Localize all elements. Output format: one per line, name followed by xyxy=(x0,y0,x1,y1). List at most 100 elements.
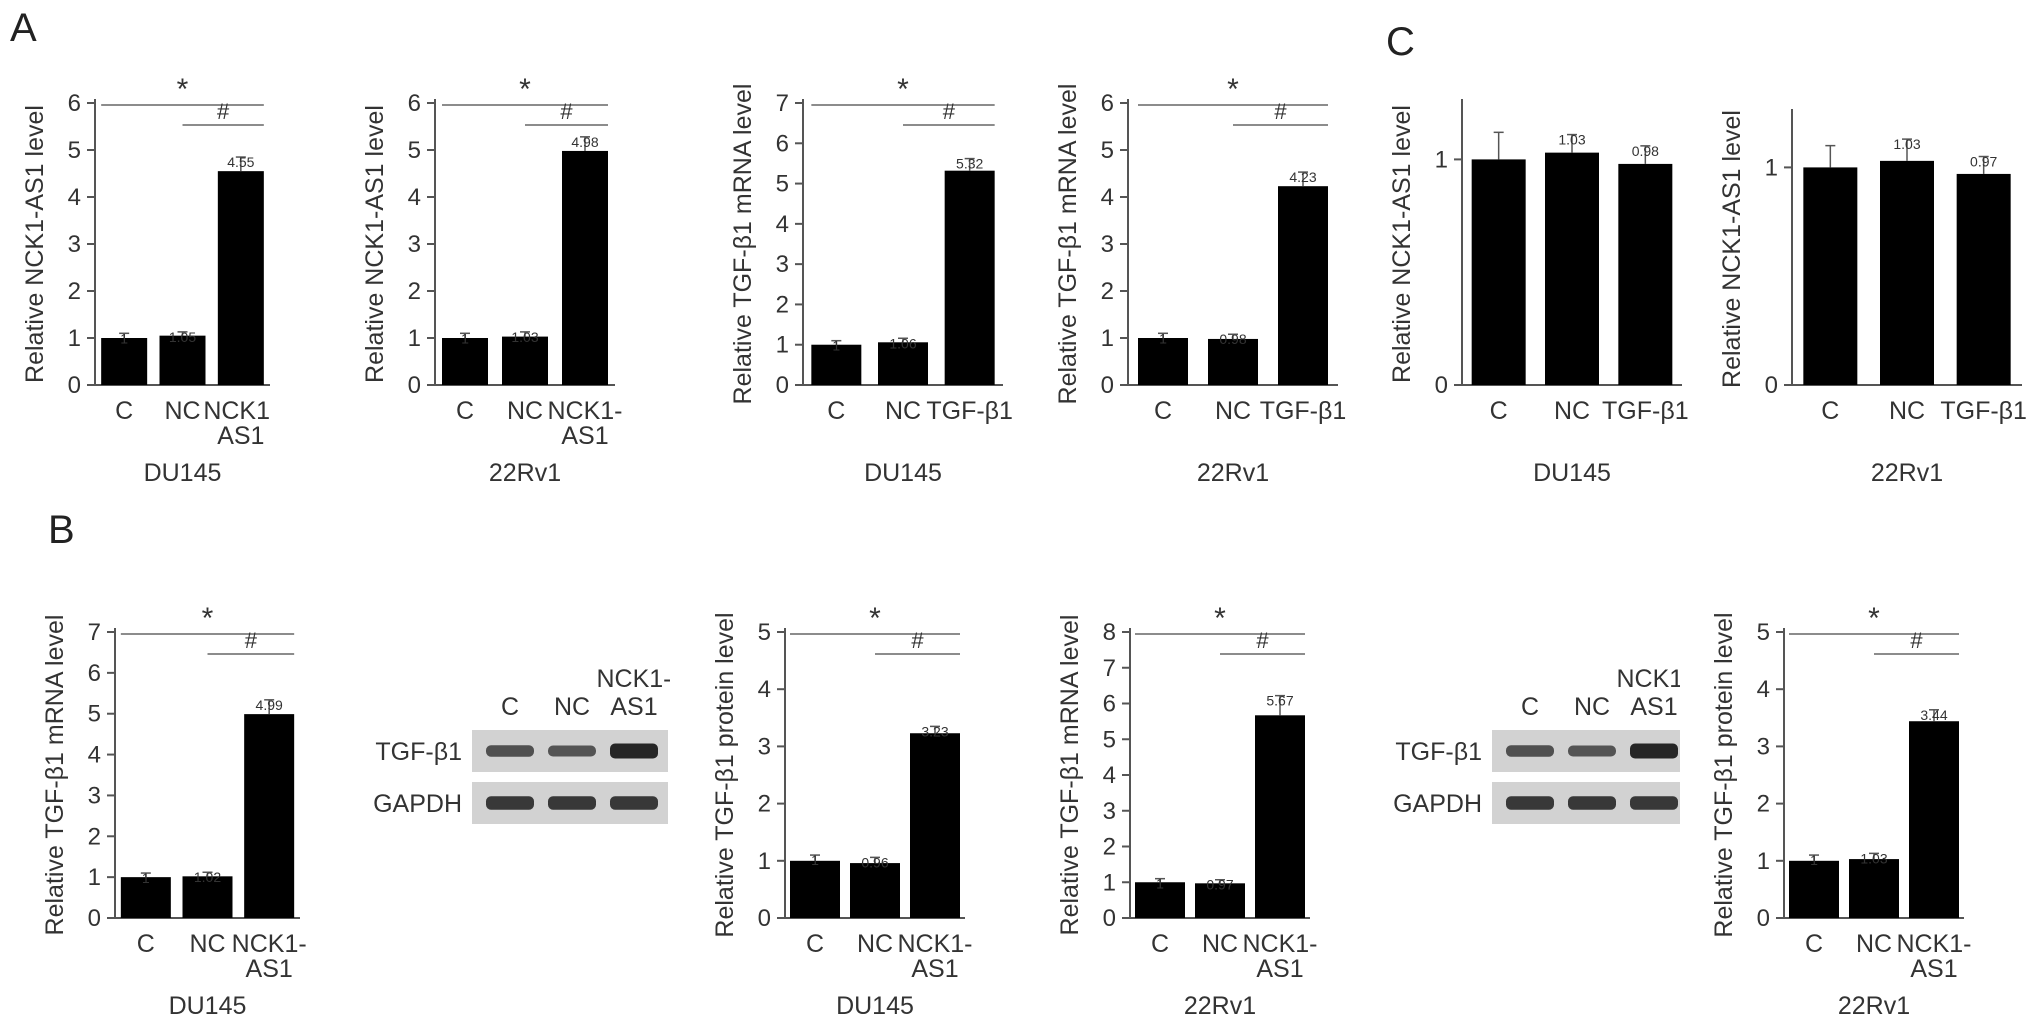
x-tick-label: C xyxy=(1151,930,1169,958)
data-label: 5.67 xyxy=(1266,693,1293,709)
y-tick-label: 1 xyxy=(1757,848,1770,875)
y-tick-label: 4 xyxy=(776,211,789,238)
x-tick-label: C xyxy=(806,930,824,958)
y-tick-label: 0 xyxy=(88,905,101,932)
data-label: 5.32 xyxy=(956,156,983,172)
blot-lane-label: C xyxy=(1521,693,1539,721)
blot-band xyxy=(486,796,534,810)
y-tick-label: 5 xyxy=(88,701,101,728)
x-tick-label: TGF-β1 xyxy=(926,397,1013,425)
y-axis-label: Relative NCK1-AS1 level xyxy=(361,105,389,383)
group-label: 22Rv1 xyxy=(1184,992,1256,1020)
bar xyxy=(1803,167,1858,385)
blot-band xyxy=(1630,796,1678,810)
x-tick-label: C xyxy=(115,397,133,425)
blot-row-label: GAPDH xyxy=(1393,790,1482,818)
y-axis-label: Relative TGF-β1 protein level xyxy=(711,612,739,937)
y-tick-label: 6 xyxy=(1103,691,1116,718)
y-tick-label: 6 xyxy=(68,90,81,117)
y-tick-label: 0 xyxy=(408,372,421,399)
bar xyxy=(850,863,900,918)
x-tick-label: AS1 xyxy=(561,422,608,450)
significance-symbol: * xyxy=(519,73,531,106)
bar xyxy=(120,877,171,918)
bar xyxy=(1956,173,2011,385)
group-label: 22Rv1 xyxy=(1871,459,1943,487)
blot-band xyxy=(1506,745,1554,757)
y-tick-label: 6 xyxy=(1101,90,1114,117)
data-label: 1 xyxy=(832,338,840,354)
y-tick-label: 1 xyxy=(776,332,789,359)
panel-label-b: B xyxy=(48,508,75,552)
bar xyxy=(442,338,488,385)
y-tick-label: 0 xyxy=(758,905,771,932)
blot-band xyxy=(1568,796,1616,810)
y-tick-label: 6 xyxy=(88,660,101,687)
bar xyxy=(562,150,608,385)
blot-band xyxy=(1630,743,1678,759)
y-tick-label: 5 xyxy=(68,137,81,164)
group-label: DU145 xyxy=(1533,459,1611,487)
bar xyxy=(1880,160,1934,385)
bar xyxy=(910,733,960,918)
data-label: 1 xyxy=(142,870,150,886)
y-tick-label: 4 xyxy=(68,184,81,211)
x-tick-label: NC xyxy=(1856,930,1892,958)
significance-symbol: # xyxy=(911,628,924,653)
y-tick-label: 2 xyxy=(1101,278,1114,305)
y-tick-label: 5 xyxy=(758,619,771,646)
y-tick-label: 1 xyxy=(68,325,81,352)
y-tick-label: 1 xyxy=(1103,869,1116,896)
blot-lane-label: AS1 xyxy=(610,693,657,721)
data-label: 1.05 xyxy=(169,329,196,345)
y-tick-label: 4 xyxy=(408,184,421,211)
y-tick-label: 3 xyxy=(1757,733,1770,760)
data-label: 1 xyxy=(1810,852,1818,868)
bar xyxy=(1138,338,1188,385)
y-tick-label: 6 xyxy=(776,130,789,157)
data-label: 1.03 xyxy=(1558,132,1585,148)
bar xyxy=(217,171,264,385)
x-tick-label: C xyxy=(827,397,845,425)
bar xyxy=(1909,721,1959,918)
x-tick-label: TGF-β1 xyxy=(1260,397,1347,425)
blot-band xyxy=(1506,796,1554,810)
significance-symbol: * xyxy=(1227,73,1239,106)
blot-band xyxy=(548,796,596,810)
chart-a-22rv1-tgfb1: 0 1 2 3 4 5 6 Relative TGF-β1 mRNA level 1 C 0.98 N… xyxy=(1054,73,1347,487)
y-tick-label: 1 xyxy=(408,325,421,352)
y-axis-label: Relative NCK1-AS1 level xyxy=(21,105,49,383)
y-axis-label: Relative TGF-β1 protein level xyxy=(1710,612,1738,937)
y-tick-label: 8 xyxy=(1103,619,1116,646)
x-tick-label: C xyxy=(137,930,155,958)
bar xyxy=(159,335,206,385)
significance-symbol: # xyxy=(560,99,573,124)
x-tick-label: NC xyxy=(1889,397,1925,425)
data-label: 1 xyxy=(120,330,128,346)
y-tick-label: 2 xyxy=(88,823,101,850)
data-label: 1 xyxy=(1159,330,1167,346)
significance-symbol: # xyxy=(943,99,956,124)
significance-symbol: * xyxy=(177,73,189,106)
significance-symbol: * xyxy=(869,602,881,635)
significance-symbol: * xyxy=(897,73,909,106)
y-tick-label: 3 xyxy=(68,231,81,258)
chart-b-22rv1-mrna: 0 1 2 3 4 5 6 7 8 Relative TGF-β1 mRNA level 1 C 0.9… xyxy=(1056,602,1318,1020)
x-tick-label: AS1 xyxy=(246,955,293,983)
chart-a-du145-tgfb1: 0 1 2 3 4 5 6 7 Relative TGF-β1 mRNA level 1 C 1.06… xyxy=(729,73,1013,487)
y-tick-label: 4 xyxy=(758,676,771,703)
data-label: 4.23 xyxy=(1289,169,1316,185)
y-axis-label: Relative NCK1-AS1 level xyxy=(1388,105,1416,383)
y-tick-label: 3 xyxy=(408,231,421,258)
y-tick-label: 2 xyxy=(758,791,771,818)
blot-band xyxy=(610,743,658,759)
data-label: 1.03 xyxy=(1893,136,1920,152)
data-label: 1 xyxy=(1156,876,1164,892)
group-label: DU145 xyxy=(169,992,247,1020)
significance-symbol: * xyxy=(1214,602,1226,635)
blot-band xyxy=(1568,745,1616,757)
x-tick-label: NC xyxy=(164,397,200,425)
